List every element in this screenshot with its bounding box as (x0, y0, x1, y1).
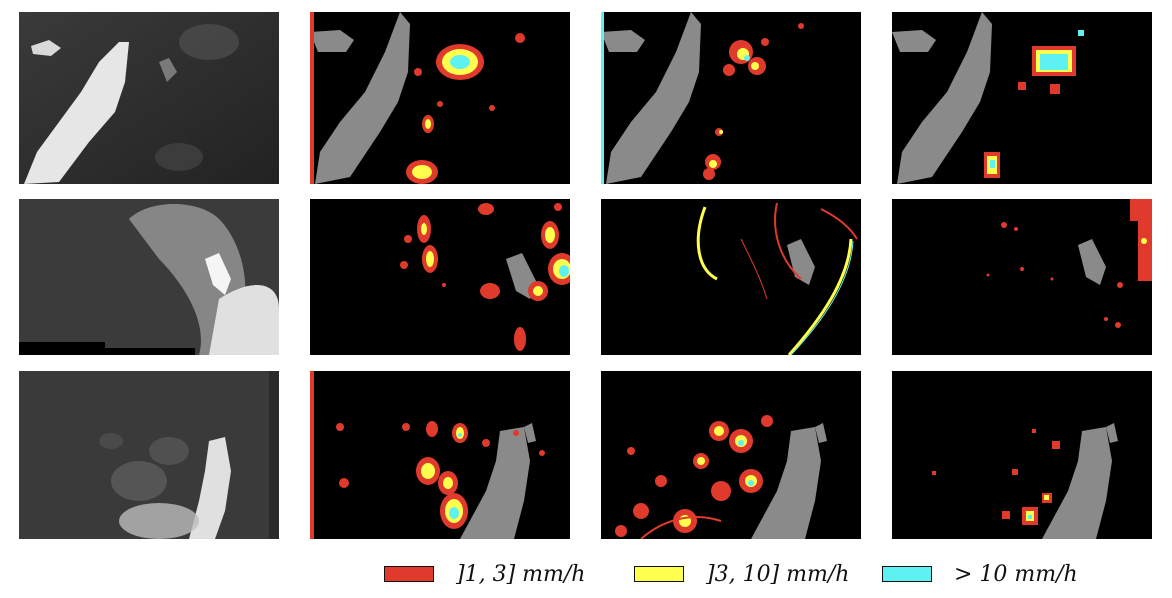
legend-item-mid: ]3, 10] mm/h (634, 560, 849, 588)
legend-item-low: ]1, 3] mm/h (384, 560, 585, 588)
panel-r1-rain-map-c (892, 12, 1152, 184)
panel-r1-rain-map-a (310, 12, 570, 184)
legend-swatch-mid (634, 566, 684, 582)
panel-r1-rain-map-b (601, 12, 861, 184)
panel-r2-rain-map-b (601, 199, 861, 355)
panel-r1-sar-image (19, 12, 279, 184)
legend-label-high: > 10 mm/h (954, 561, 1078, 587)
legend: ]1, 3] mm/h ]3, 10] mm/h > 10 mm/h (384, 560, 1104, 588)
panel-r2-rain-map-c (892, 199, 1152, 355)
panel-r2-rain-map-a (310, 199, 570, 355)
legend-item-high: > 10 mm/h (882, 560, 1078, 588)
legend-swatch-low (384, 566, 434, 582)
legend-label-mid: ]3, 10] mm/h (706, 561, 850, 587)
legend-swatch-high (882, 566, 932, 582)
panel-r2-sar-image (19, 199, 279, 355)
legend-label-low: ]1, 3] mm/h (456, 561, 586, 587)
panel-r3-sar-image (19, 371, 279, 539)
panel-r3-rain-map-b (601, 371, 861, 539)
panel-r3-rain-map-a (310, 371, 570, 539)
panel-r3-rain-map-c (892, 371, 1152, 539)
